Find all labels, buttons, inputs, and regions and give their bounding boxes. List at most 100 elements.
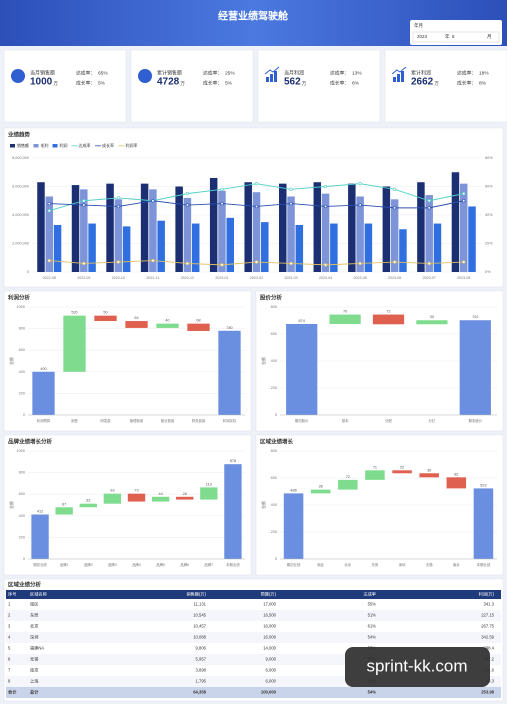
data-label: 30 (427, 468, 431, 472)
table-row (6, 610, 501, 621)
y-axis-label: 金额 (260, 357, 266, 365)
table-cell: 54% (368, 635, 377, 640)
data-label: 73 (134, 489, 138, 493)
x-tick-label: 研发费 (100, 418, 111, 423)
table-cell: 3,898 (196, 668, 207, 673)
table-cell: 14,000 (263, 646, 276, 651)
table-cell: 8 (8, 679, 11, 684)
bar (218, 330, 241, 415)
table-cell: 100,000 (261, 690, 277, 695)
data-label: 400 (40, 367, 46, 371)
y-tick-label: 800 (19, 327, 25, 331)
table-row (6, 643, 501, 654)
table-row (6, 687, 501, 698)
data-label: 113 (206, 482, 212, 486)
filter-year[interactable]: 2023 (417, 34, 428, 39)
x-tick-label: 2023-03 (284, 276, 297, 280)
x-tick-label: 期末股价 (469, 418, 483, 423)
bar (261, 222, 269, 272)
line-point (220, 202, 224, 206)
x-tick-label: 期初业绩 (287, 562, 301, 567)
filter-month[interactable]: 8 (452, 34, 455, 39)
bar (63, 315, 86, 372)
line-point (82, 199, 86, 203)
kpi-rate-label: 达成率： (457, 69, 476, 76)
legend-swatch (52, 144, 58, 148)
kpi-rate-label: 达成率： (330, 69, 349, 76)
y-tick-label: 600 (271, 332, 277, 336)
x-tick-label: 基本 (342, 418, 349, 423)
y-axis-label: 金额 (260, 501, 266, 509)
x-tick-label: 2022-11 (146, 276, 159, 280)
data-label: 26 (183, 492, 187, 496)
table-header-cell: 区域名称 (30, 591, 47, 598)
table-row (6, 621, 501, 632)
kpi-icon (401, 71, 404, 82)
bar (310, 489, 331, 494)
kpi-unit: 万 (302, 81, 307, 87)
y-tick-label: 600 (271, 476, 277, 480)
table-cell: 61% (368, 624, 377, 629)
y-tick-label: 4,000,000 (12, 213, 29, 217)
bar (37, 182, 45, 272)
table-cell: 6,000 (266, 668, 277, 673)
table-cell: 342.59 (481, 635, 494, 640)
filter-select[interactable] (412, 31, 500, 43)
bar (459, 320, 491, 415)
page-title: 经营业绩驾驶舱 (218, 10, 289, 23)
line-point (323, 184, 328, 189)
kpi-label: 当月销售额 (30, 69, 55, 76)
x-tick-label: 品牌6 (180, 562, 189, 567)
x-tick-label: 2023-07 (423, 276, 436, 280)
y-tick-label: 200 (271, 386, 277, 390)
table-cell: 1,795 (196, 679, 207, 684)
table-cell: 55% (368, 602, 377, 607)
data-label: 523 (480, 483, 486, 487)
data-label: 486 (290, 488, 296, 492)
table-row (6, 676, 501, 687)
bar (446, 477, 467, 489)
bar (218, 190, 226, 272)
kpi-unit: 万 (434, 81, 439, 87)
filter-label: 年月 (414, 22, 423, 29)
table-cell: 9,000 (266, 657, 277, 662)
x-tick-label: 品牌7 (204, 562, 213, 567)
line-point (358, 261, 362, 266)
table-header-cell: 销售额(万) (186, 591, 206, 598)
bar (244, 182, 252, 272)
table-cell: 深圳 (30, 634, 38, 641)
x-tick-label: 管理费用 (130, 418, 144, 423)
data-label: 44 (158, 492, 162, 496)
line-point (185, 203, 190, 207)
bar (226, 217, 234, 272)
bar (32, 371, 55, 415)
table-cell: 合计 (8, 689, 17, 696)
kpi-growth-label: 成长率： (76, 79, 95, 86)
y-tick-label: 0 (23, 413, 25, 417)
y-tick-label: 0 (275, 557, 277, 561)
kpi-label: 当月利润 (284, 69, 304, 76)
panel (3, 49, 127, 123)
bar (183, 197, 192, 272)
data-label: 67 (62, 502, 66, 506)
table-cell: 6,000 (266, 679, 277, 684)
y-axis-label: 金额 (8, 357, 14, 365)
x-tick-label: 品牌2 (84, 562, 93, 567)
x-tick-label: 分配 (385, 418, 392, 423)
table-cell: 78.3 (486, 679, 495, 684)
bar (372, 314, 405, 325)
kpi-growth: 5% (98, 80, 106, 86)
table-row (6, 599, 501, 610)
x-tick-label: 品牌3 (108, 562, 117, 567)
chart-title: 区域业绩增长 (260, 437, 294, 445)
kpi-rate: 18% (479, 70, 489, 76)
x-tick-label: 本期业绩 (226, 562, 240, 567)
table-cell: 南京 (30, 667, 38, 674)
table-cell: 10,088 (193, 635, 206, 640)
table-cell: 227.15 (481, 613, 494, 618)
kpi-growth: 5% (225, 80, 233, 86)
legend-label: 利润 (60, 142, 68, 148)
table-cell: 3 (8, 624, 11, 629)
data-label: 40 (165, 319, 169, 323)
legend-label: 销售额 (17, 142, 29, 148)
